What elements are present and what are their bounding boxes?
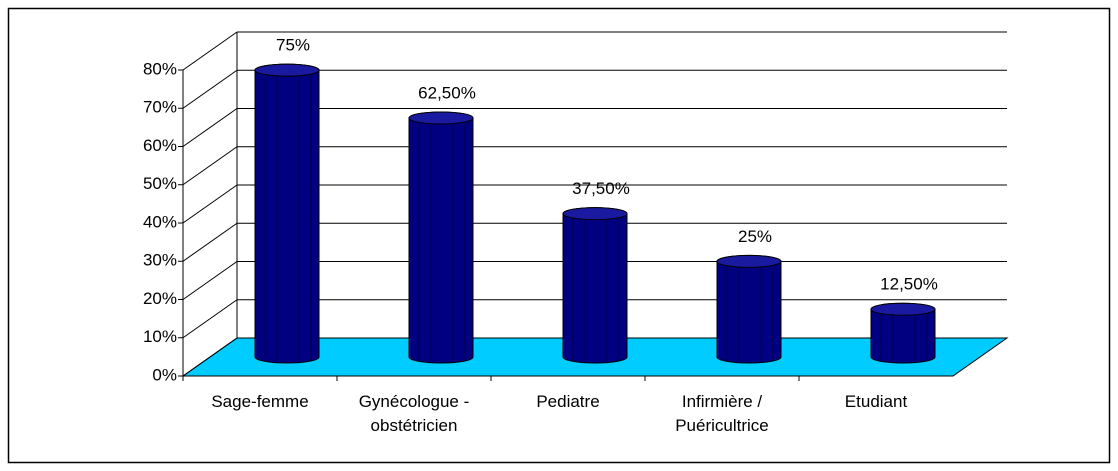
grid-line — [182, 222, 238, 262]
bar-top — [408, 111, 474, 125]
data-label: 37,50% — [572, 179, 630, 198]
data-label: 75% — [276, 36, 310, 55]
grid-line — [182, 69, 238, 109]
grid-line — [182, 184, 238, 224]
x-tick-label: Sage-femme — [211, 392, 309, 411]
data-label: 62,50% — [418, 83, 476, 102]
y-tick-label: 70% — [143, 98, 177, 117]
data-label: 25% — [738, 227, 772, 246]
y-tick-label: 20% — [143, 289, 177, 308]
data-label: 12,50% — [880, 275, 938, 294]
grid-line — [182, 108, 238, 147]
y-tick-label: 50% — [143, 174, 177, 193]
grid-line — [182, 31, 238, 71]
bar-top — [254, 63, 320, 77]
bar-top — [562, 207, 628, 221]
grid-line — [182, 299, 238, 339]
x-tick-label: Infirmière / Puéricultrice — [675, 392, 769, 435]
grid-line — [182, 261, 238, 300]
y-tick-label: 30% — [143, 251, 177, 270]
y-tick-label: 0% — [152, 365, 177, 384]
chart-border — [7, 7, 1111, 464]
x-tick-label: Etudiant — [844, 392, 908, 411]
grid-line — [182, 146, 238, 186]
y-tick-label: 60% — [143, 136, 177, 155]
bar-top — [870, 302, 936, 316]
grid-line — [182, 337, 238, 377]
y-tick-label: 80% — [143, 59, 177, 78]
y-tick-label: 40% — [143, 212, 177, 231]
x-tick-label: Pediatre — [536, 392, 600, 411]
x-tick-label: Gynécologue - obstétricien — [358, 392, 470, 435]
y-tick-label: 10% — [143, 327, 177, 346]
bar-top — [716, 254, 782, 268]
